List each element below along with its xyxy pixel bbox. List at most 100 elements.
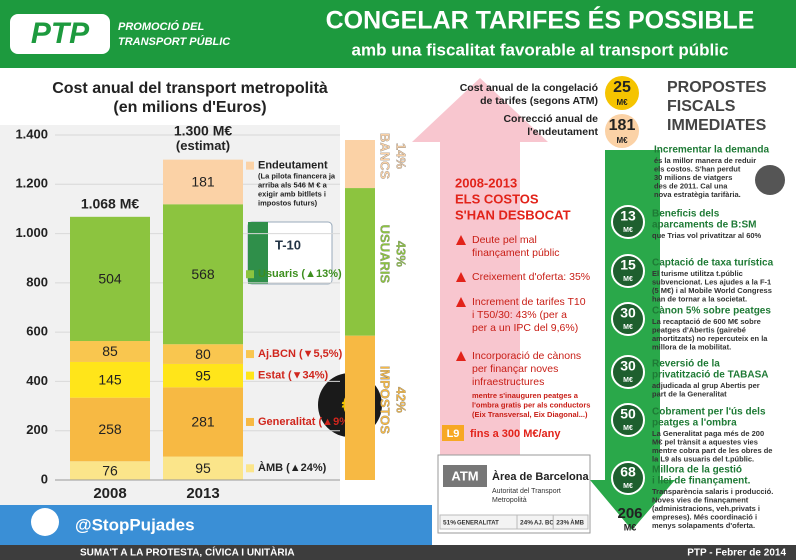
y-tick-label: 400 — [26, 373, 48, 388]
proposal-badge — [611, 461, 645, 495]
proposals-arrow — [590, 150, 675, 530]
l9-text: fins a 300 M€/any — [470, 428, 561, 440]
proposal-badge — [611, 355, 645, 389]
proposal-text: que Trias vol privatitzar al 60% — [652, 231, 762, 240]
legend-swatch — [246, 350, 254, 359]
proposal-unit: M€ — [623, 227, 633, 234]
costs-heading: 2008-2013 — [455, 175, 517, 190]
atm-share-name: GENERALITAT — [457, 521, 499, 527]
bar-value-label: 504 — [98, 271, 122, 287]
proposal-title: Cànon 5% sobre peatges — [652, 306, 771, 317]
cost-item-sub: (Eix Transversal, Eix Diagonal...) — [472, 410, 588, 419]
proposal-text: (administracions, veh.privats i — [652, 504, 760, 513]
split-segment — [345, 335, 375, 480]
freeze-debt-label: Correcció anual de — [503, 113, 598, 125]
proposal-value: 50 — [620, 406, 636, 422]
proposal-text: han de tornar a la societat. — [652, 294, 747, 303]
proposal-text: Noves vies de finançament — [652, 495, 749, 504]
proposals-total-unit: M€ — [624, 522, 637, 532]
l9-badge — [442, 425, 464, 441]
y-tick-label: 1.400 — [15, 126, 48, 141]
bar-value-label: 281 — [191, 414, 215, 430]
proposal-text: mentre cobra part de les obres de — [652, 446, 772, 455]
proposal-value: 13 — [620, 208, 636, 224]
x-tick-label: 2008 — [93, 485, 126, 502]
proposal-unit: M€ — [623, 324, 633, 331]
bar-segment — [163, 204, 243, 345]
twitter-icon — [31, 508, 59, 536]
freeze-debt-unit: M€ — [616, 136, 628, 145]
bullet — [456, 297, 466, 307]
proposal-title: peatges a l'ombra — [652, 418, 737, 429]
bar-segment — [70, 216, 150, 342]
y-tick-label: 0 — [41, 471, 48, 486]
credit: PTP - Febrer de 2014 — [687, 548, 786, 559]
legend-label: ÀMB (▲24%) — [258, 461, 327, 474]
proposal-badge — [611, 254, 645, 288]
bar-segment — [163, 387, 243, 457]
proposal-text: des de 2011. Cal una — [654, 181, 728, 190]
logo-text: PROMOCIÓ DEL — [118, 20, 204, 33]
people-icon — [755, 165, 785, 195]
proposal-text: menys solapaments d'oferta. — [652, 521, 755, 530]
freeze-cost-label: Cost anual de la congelació — [460, 82, 598, 94]
bar-segment — [163, 363, 243, 388]
proposal-unit: M€ — [623, 425, 633, 432]
atm-share-value: 23% — [556, 520, 569, 527]
proposal-title: Incrementar la demanda — [654, 145, 769, 156]
ticket-label: T-10 — [275, 237, 301, 252]
proposals-heading: IMMEDIATES — [667, 117, 767, 134]
proposal-unit: M€ — [623, 377, 633, 384]
atm-logo: ATM — [451, 468, 478, 483]
atm-sub: Autoritat del Transport — [492, 488, 561, 495]
freeze-cost-value: 25 — [613, 79, 631, 96]
header-band — [0, 0, 796, 68]
split-value: 43% — [394, 241, 409, 267]
legend-label: Estat (▼34%) — [258, 370, 329, 382]
proposal-text: (5 M€) i al Mobile World Congress — [652, 286, 772, 295]
proposal-text: és la millor manera de reduir — [654, 156, 756, 165]
bullet — [456, 351, 466, 361]
proposal-title: i llei de finançament. — [652, 476, 751, 487]
legend-label: Generalitat (▲9%) — [258, 416, 353, 428]
atm-share-value: 24% — [520, 520, 533, 527]
proposals-total: 206 — [617, 505, 642, 522]
freeze-cost-unit: M€ — [616, 98, 628, 107]
proposal-text: subvencionat. Les ajudes a la F-1 — [652, 277, 771, 286]
y-tick-label: 800 — [26, 274, 48, 289]
split-value: 42% — [394, 387, 409, 413]
atm-logo-box — [443, 465, 487, 487]
legend-swatch — [246, 161, 254, 170]
y-tick-label: 200 — [26, 422, 48, 437]
logo: PTP — [31, 17, 90, 50]
freeze-cost-label: de tarifes (segons ATM) — [480, 95, 598, 107]
cost-item-sub: mentre s'inauguren peatges a — [472, 391, 579, 400]
proposal-text: adjudicada al grup Abertis per — [652, 381, 760, 390]
cost-item: i T50/30: 43% (per a — [472, 309, 567, 321]
proposal-text: amortitzats) no repercuteix en la — [652, 334, 768, 343]
proposal-title: Cobrament per l'ús dels — [652, 407, 766, 418]
legend-note: arriba als 546 M € a — [258, 181, 328, 190]
cost-item: per finançar noves — [472, 363, 558, 375]
footer-band — [0, 505, 432, 545]
atm-sub: Metropolità — [492, 497, 527, 504]
split-value: 14% — [394, 143, 409, 169]
atm-share — [552, 514, 589, 530]
legend-label: Aj.BCN (▼5,5%) — [258, 348, 343, 360]
proposal-text: millora de la mobilitat. — [652, 342, 731, 351]
bar-value-label: 258 — [98, 421, 122, 437]
cost-item: infraestructures — [472, 376, 544, 388]
x-tick-label: 2013 — [186, 485, 219, 502]
split-name: IMPOSTOS — [378, 366, 393, 435]
proposal-badge — [611, 302, 645, 336]
atm-name: Àrea de Barcelona — [492, 470, 589, 483]
logo-text: TRANSPORT PÚBLIC — [118, 35, 231, 48]
costs-arrow — [412, 78, 548, 482]
freeze-debt-badge — [605, 114, 639, 148]
bullet — [456, 272, 466, 282]
proposal-badge — [611, 403, 645, 437]
proposal-text: empreses). Més coordinació i — [652, 512, 757, 521]
split-segment — [345, 188, 375, 336]
total-note: (estimat) — [176, 138, 230, 153]
